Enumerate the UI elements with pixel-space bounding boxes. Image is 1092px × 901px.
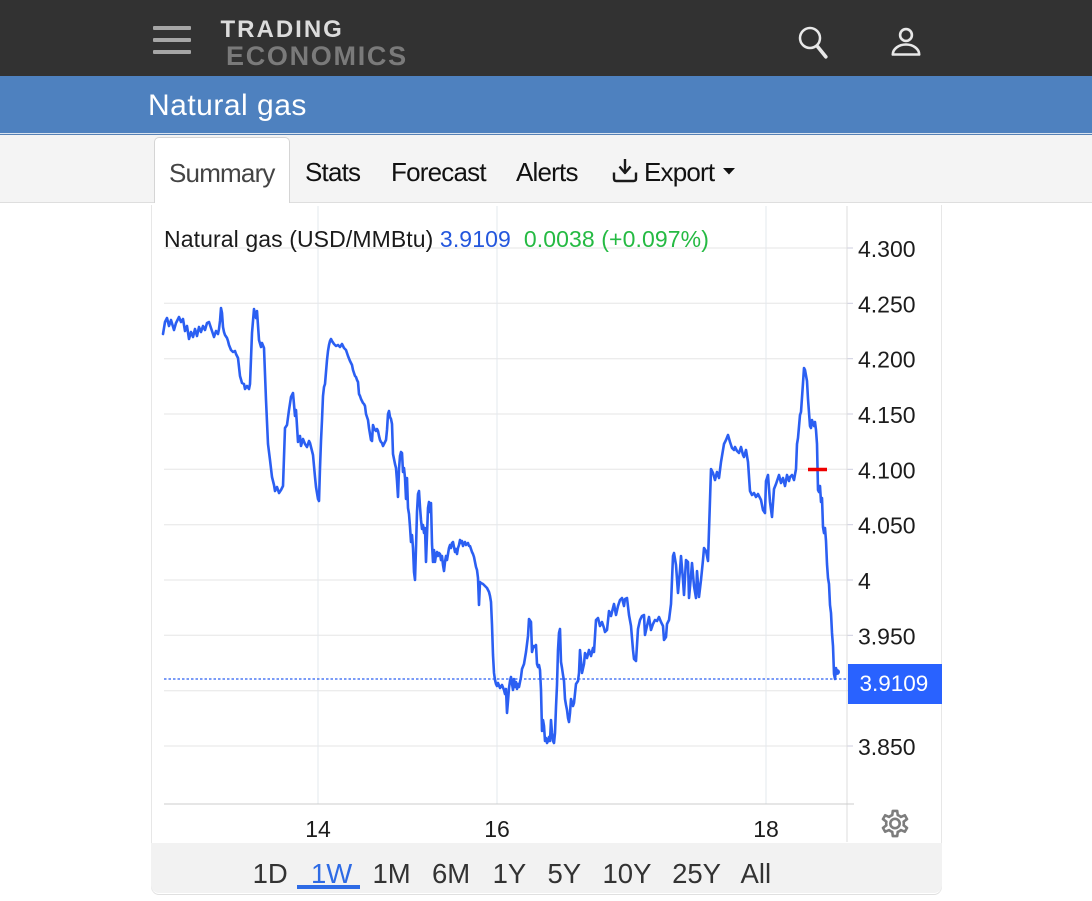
- svg-text:18: 18: [753, 816, 779, 842]
- svg-text:4: 4: [858, 568, 871, 594]
- svg-text:16: 16: [484, 816, 510, 842]
- svg-text:4.200: 4.200: [858, 347, 916, 373]
- svg-text:4.050: 4.050: [858, 513, 916, 539]
- svg-text:4.100: 4.100: [858, 457, 916, 483]
- svg-text:14: 14: [305, 816, 331, 842]
- svg-text:4.300: 4.300: [858, 236, 916, 262]
- svg-text:3.950: 3.950: [858, 623, 916, 649]
- svg-text:3.9109: 3.9109: [860, 671, 929, 696]
- svg-text:4.250: 4.250: [858, 291, 916, 317]
- svg-text:4.150: 4.150: [858, 402, 916, 428]
- svg-text:3.850: 3.850: [858, 734, 916, 760]
